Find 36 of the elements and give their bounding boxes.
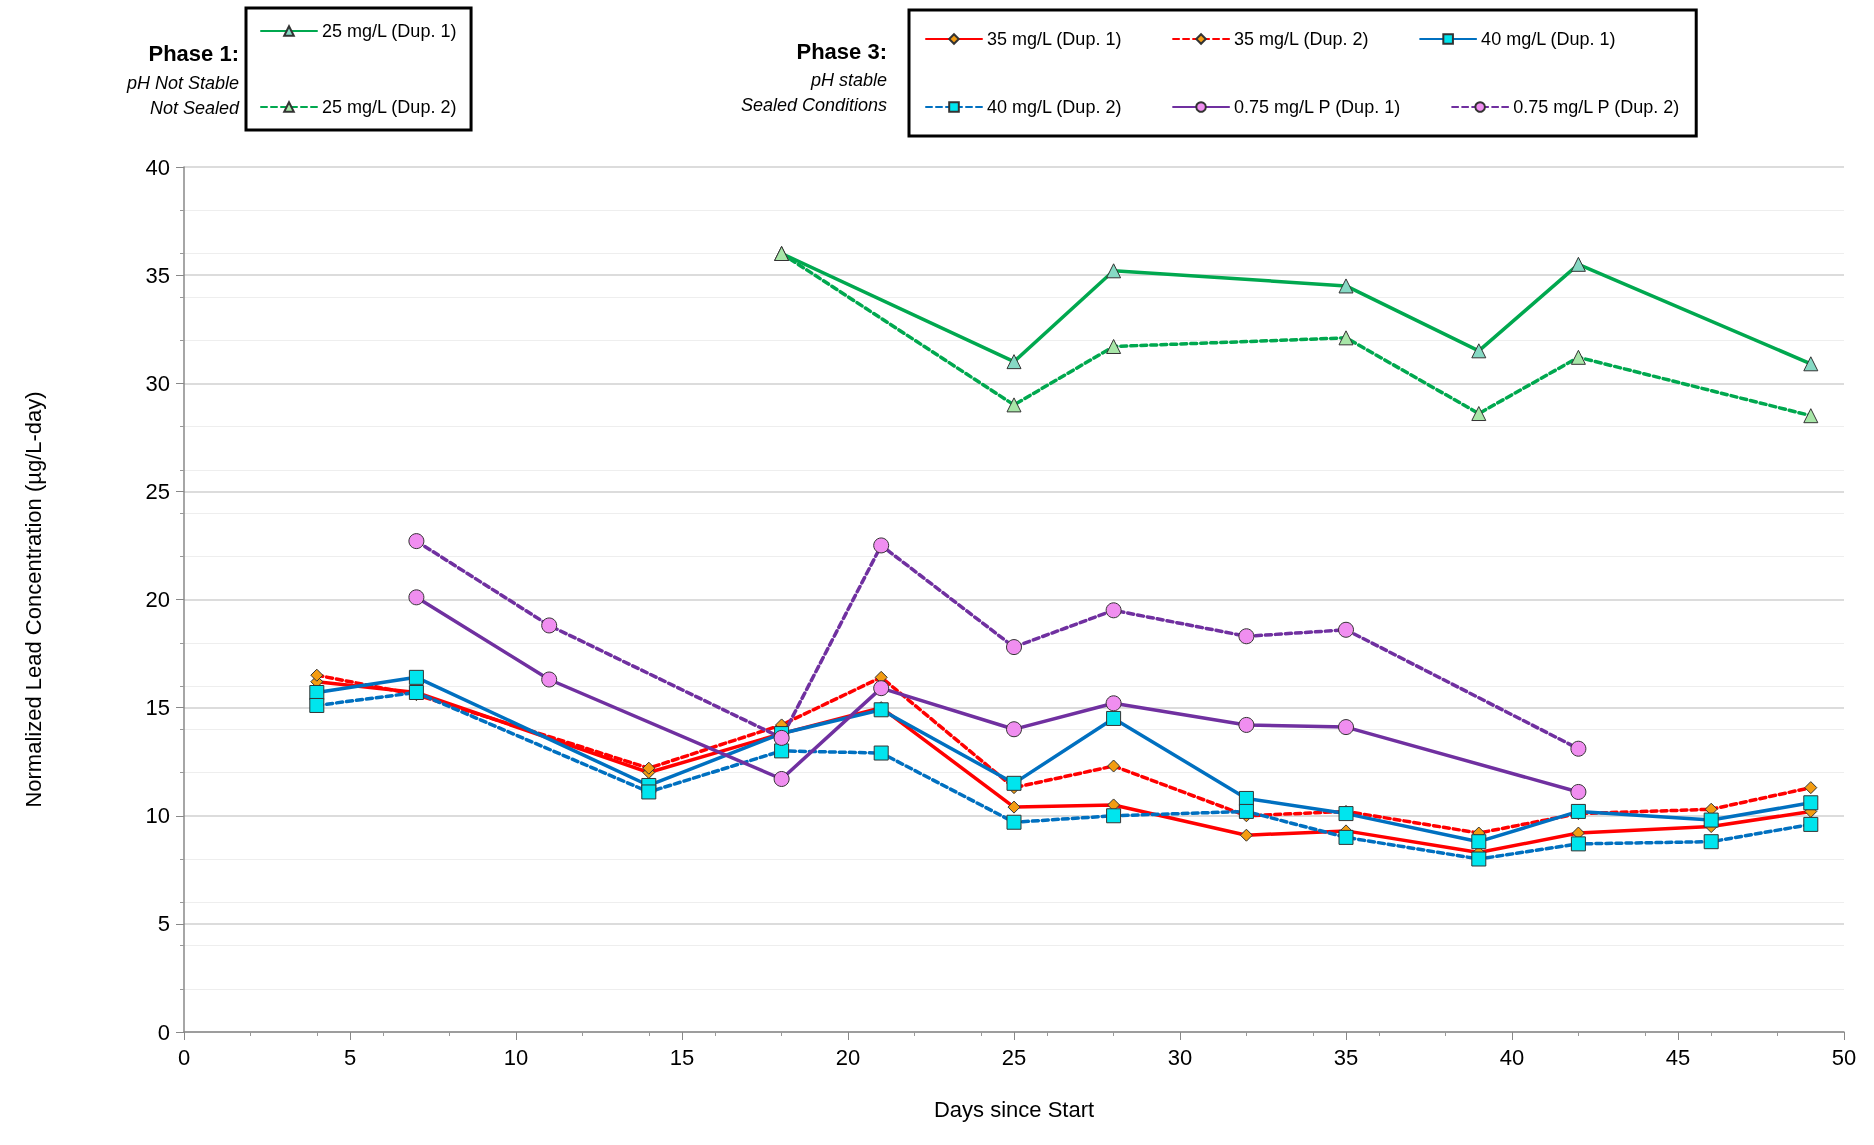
x-tick-label: 15 xyxy=(669,1044,695,1070)
x-tick-label: 45 xyxy=(1665,1044,1691,1070)
x-tick-label: 30 xyxy=(1167,1044,1193,1070)
x-tick-label: 40 xyxy=(1499,1044,1525,1070)
legend-label: 0.75 mg/L P (Dup. 2) xyxy=(1513,97,1680,117)
y-axis-title: Normalized Lead Concentration (µg/L-day) xyxy=(20,391,46,808)
legend-label: 40 mg/L (Dup. 2) xyxy=(987,97,1122,117)
text: pH stable xyxy=(809,70,887,90)
x-tick-label: 10 xyxy=(503,1044,529,1070)
text: Phase 3: xyxy=(796,38,887,64)
y-tick-label: 30 xyxy=(145,370,170,396)
legend-label: 40 mg/L (Dup. 1) xyxy=(1481,29,1616,49)
legend-label: 25 mg/L (Dup. 1) xyxy=(322,21,457,41)
y-tick-label: 35 xyxy=(145,262,170,288)
legend-label: 35 mg/L (Dup. 1) xyxy=(987,29,1122,49)
y-tick-label: 20 xyxy=(145,587,170,612)
y-tick-label: 5 xyxy=(157,911,170,937)
x-tick-label: 5 xyxy=(343,1044,357,1070)
text: Phase 1: xyxy=(148,40,239,66)
x-axis-title: Days since Start xyxy=(933,1096,1095,1122)
x-tick-label: 25 xyxy=(1001,1044,1027,1070)
x-tick-label: 50 xyxy=(1831,1044,1857,1070)
text: pH Not Stable xyxy=(125,73,239,93)
legend-label: 0.75 mg/L P (Dup. 1) xyxy=(1234,97,1401,117)
x-tick-label: 35 xyxy=(1333,1044,1359,1070)
y-tick-label: 25 xyxy=(145,478,170,504)
y-tick-label: 40 xyxy=(145,154,170,180)
x-tick-label: 20 xyxy=(835,1044,861,1070)
text: Not Sealed xyxy=(149,98,240,118)
text: Sealed Conditions xyxy=(740,95,887,115)
x-tick-label: 0 xyxy=(177,1044,191,1070)
y-tick-label: 15 xyxy=(145,695,170,721)
legend-label: 25 mg/L (Dup. 2) xyxy=(322,97,457,117)
y-tick-label: 0 xyxy=(157,1019,170,1045)
y-tick-label: 10 xyxy=(145,803,170,829)
legend-label: 35 mg/L (Dup. 2) xyxy=(1234,29,1369,49)
